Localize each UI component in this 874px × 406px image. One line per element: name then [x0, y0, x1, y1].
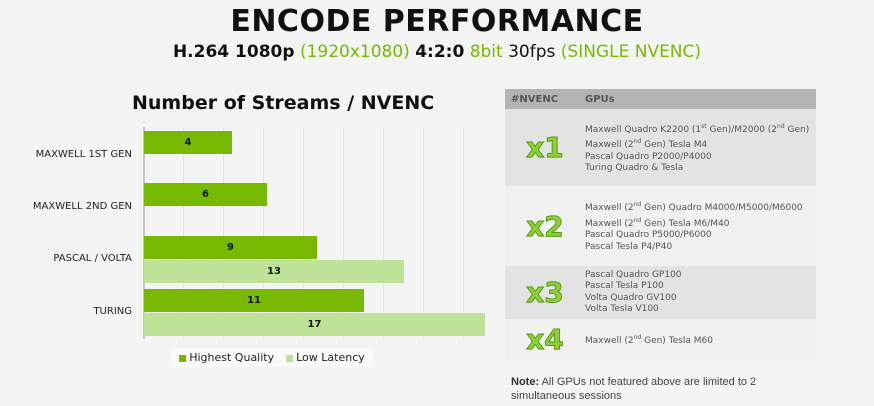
gpu-item: Maxwell (2nd Gen) Quadro M4000/M5000/M60…	[585, 201, 803, 213]
page-title: ENCODE PERFORMANCE	[230, 4, 644, 39]
gpu-item: Maxwell Quadro K2200 (1st Gen)/M2000 (2n…	[585, 122, 810, 135]
table-row: x2 Maxwell (2nd Gen) Quadro M4000/M5000/…	[505, 186, 816, 266]
note-text: All GPUs not featured above are limited …	[511, 376, 757, 402]
chart-legend: Highest Quality Low Latency	[171, 348, 373, 367]
bar-low-latency: 17	[144, 313, 485, 336]
table-row: x3 Pascal Quadro GP100 Pascal Tesla P100…	[505, 266, 816, 319]
bar-highest-quality: 6	[144, 183, 267, 206]
subtitle-mode: (SINGLE NVENC)	[560, 42, 702, 62]
column-header-nvenc: #NVENC	[511, 93, 559, 105]
subtitle-codec: H.264 1080p	[172, 42, 295, 62]
subtitle-resolution: (1920x1080)	[299, 42, 410, 62]
gridline	[263, 127, 264, 339]
y-axis	[143, 127, 145, 339]
legend-swatch-icon	[286, 354, 294, 362]
gridline	[423, 127, 424, 339]
nvenc-count: x4	[526, 323, 565, 357]
category-label: PASCAL / VOLTA	[53, 253, 132, 264]
gpu-item: Volta Tesla V100	[585, 304, 659, 314]
bar-low-latency: 13	[144, 260, 404, 283]
table-header: #NVENC GPUs	[505, 89, 816, 109]
gpu-item: Pascal Quadro GP100	[585, 269, 682, 280]
gpu-item: Maxwell (2nd Gen) Tesla M6/M40	[585, 216, 730, 229]
nvenc-table: #NVENC GPUs x1 Maxwell Quadro K2200 (1st…	[505, 89, 816, 360]
legend-item-low-latency: Low Latency	[286, 351, 365, 364]
gpu-list: Maxwell (2nd Gen) Quadro M4000/M5000/M60…	[585, 199, 803, 253]
bar-highest-quality: 9	[144, 236, 317, 259]
gpu-item: Turing Quadro & Tesla	[585, 163, 684, 173]
gpu-item: Maxwell (2nd Gen) Tesla M4	[585, 138, 708, 150]
table-row: x1 Maxwell Quadro K2200 (1st Gen)/M2000 …	[505, 109, 816, 186]
footnote: Note: All GPUs not featured above are li…	[511, 375, 811, 403]
bar-highest-quality: 4	[144, 131, 232, 154]
nvenc-count: x3	[526, 276, 565, 310]
column-header-gpus: GPUs	[585, 93, 615, 105]
gridline	[343, 127, 344, 339]
gridline	[463, 127, 464, 339]
subtitle-fps: 30fps	[508, 42, 556, 62]
gpu-item: Pascal Tesla P100	[585, 281, 664, 291]
gridline	[223, 127, 224, 339]
legend-swatch-icon	[179, 354, 187, 362]
note-label: Note:	[511, 376, 540, 388]
category-label: MAXWELL 1ST GEN	[35, 149, 132, 160]
subtitle-bitdepth: 8bit	[469, 42, 503, 62]
page-subtitle: H.264 1080p (1920x1080) 4:2:0 8bit 30fps…	[0, 42, 874, 62]
gpu-item: Pascal Quadro P2000/P4000	[585, 151, 712, 162]
gpu-item: Pascal Tesla P4/P40	[585, 241, 673, 252]
gpu-item: Maxwell (2nd Gen) Tesla M60	[585, 333, 713, 346]
gpu-item: Pascal Quadro P5000/P6000	[585, 230, 712, 240]
gridline	[303, 127, 304, 339]
gridline	[183, 127, 184, 339]
gridline	[383, 127, 384, 339]
gpu-list: Maxwell Quadro K2200 (1st Gen)/M2000 (2n…	[585, 121, 809, 175]
gpu-list: Pascal Quadro GP100 Pascal Tesla P100 Vo…	[585, 270, 682, 316]
table-row: x4 Maxwell (2nd Gen) Tesla M60	[505, 319, 816, 360]
gpu-list: Maxwell (2nd Gen) Tesla M60	[585, 332, 713, 348]
legend-item-highest-quality: Highest Quality	[179, 351, 274, 364]
nvenc-count: x2	[526, 209, 565, 243]
category-label: TURING	[93, 306, 132, 317]
gpu-item: Volta Quadro GV100	[585, 292, 677, 303]
nvenc-count: x1	[526, 131, 565, 165]
subtitle-chroma: 4:2:0	[415, 42, 465, 62]
bar-highest-quality: 11	[144, 289, 364, 312]
bar-chart-plot: 4 6 9 13 11 17	[143, 127, 505, 339]
chart-title: Number of Streams / NVENC	[132, 92, 435, 114]
category-label: MAXWELL 2ND GEN	[32, 201, 132, 212]
